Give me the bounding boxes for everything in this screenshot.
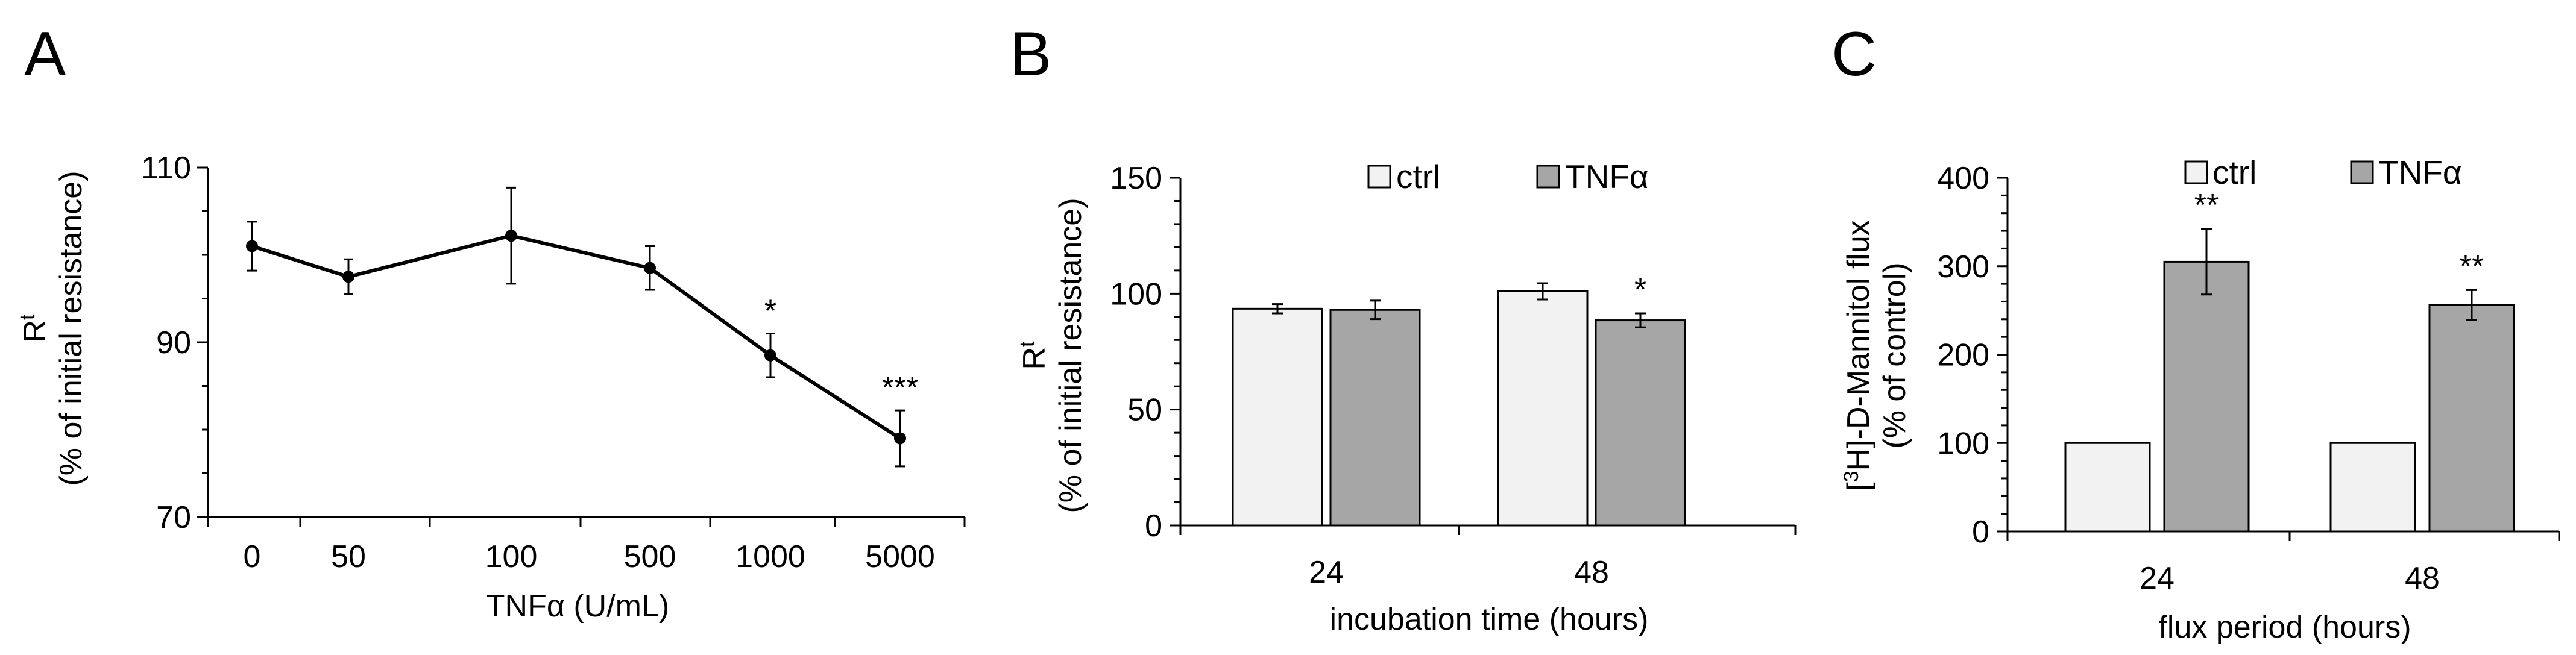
panel-a-x-tick-label: 0: [244, 539, 261, 574]
panel-c-y-axis-title: [3H]-D-Mannitol flux (% of control): [1840, 220, 1912, 490]
panel-c-significance-marker: **: [2460, 249, 2484, 284]
panel-b-axes: 0 50 100 150 24 48: [1110, 161, 1797, 590]
panel-c-legend-tnf-swatch: [2350, 160, 2374, 184]
panel-c-y-axis-title-line1: [3H]-D-Mannitol flux: [1840, 220, 1876, 490]
panel-c-x-tick-label: 48: [2405, 561, 2440, 596]
panel-a-axes: 70 90 110 0 50 100 500 1000 5000: [141, 151, 966, 574]
panel-b-y-tick-label: 50: [1127, 393, 1162, 428]
panel-c-y-tick-label: 100: [1937, 426, 1989, 461]
panel-a-y-axis-title-line2: (% of initial resistance): [54, 171, 89, 486]
panel-a-x-tick-label: 500: [624, 539, 676, 574]
panel-a-data-point: [764, 349, 776, 362]
panel-b-bar-ctrl: [1232, 307, 1323, 527]
panel-a-data-point: [644, 262, 656, 274]
panel-c-legend-ctrl-label: ctrl: [2212, 154, 2256, 191]
panel-c-y-tick-label: 400: [1937, 161, 1989, 196]
panel-c-bar-tnf: [2428, 304, 2515, 533]
panel-b-bar-tnf: [1595, 319, 1686, 527]
panel-c-x-tick-label: 24: [2140, 561, 2174, 596]
panel-b-legend-ctrl-swatch: [1367, 165, 1391, 189]
panel-a-x-tick-label: 50: [331, 539, 366, 574]
panel-a-significance-marker: ***: [882, 371, 919, 406]
panel-b-marks: *: [1232, 272, 1686, 527]
panel-letter-b: B: [1010, 19, 1051, 89]
panel-b-bar-tnf: [1329, 309, 1421, 527]
panel-a-y-tick-label: 70: [156, 500, 191, 535]
panel-c-x-axis-title: flux period (hours): [2158, 610, 2411, 645]
panel-a-y-axis-title: Rt (% of initial resistance): [16, 171, 89, 486]
panel-b-y-axis-title: Rt (% of initial resistance): [1016, 198, 1088, 513]
panel-b-legend-ctrl-label: ctrl: [1396, 158, 1440, 195]
panel-a-line-chart: A Rt (% of initial resistance) TNFα (U/m…: [16, 19, 966, 624]
panel-b-x-tick-label: 24: [1309, 555, 1344, 590]
panel-a-data-point: [894, 432, 906, 445]
panel-a-x-axis-title: TNFα (U/mL): [486, 589, 669, 624]
panel-b-y-axis-title-line1: Rt: [1016, 341, 1052, 370]
panel-c-y-tick-label: 200: [1937, 338, 1989, 373]
panel-letter-c: C: [1831, 19, 1877, 89]
panel-b-legend-tnf-label: TNFα: [1565, 158, 1649, 195]
panel-b-y-axis-title-line2: (% of initial resistance): [1053, 198, 1088, 513]
panel-c-bar-ctrl: [2329, 442, 2416, 533]
panel-a-y-tick-label: 90: [156, 325, 191, 360]
panel-a-data-point: [342, 271, 354, 283]
panel-c-bar-ctrl: [2064, 442, 2151, 533]
panel-b-y-tick-label: 0: [1145, 509, 1162, 544]
panel-c-bar-chart: C [3H]-D-Mannitol flux (% of control) fl…: [1831, 19, 2560, 645]
panel-a-x-tick-label: 1000: [735, 539, 805, 574]
panel-c-y-axis-title-line2: (% of control): [1877, 262, 1912, 448]
panel-c-marks: ** **: [2064, 188, 2515, 533]
panel-c-bar-tnf: [2163, 260, 2250, 533]
panel-b-y-tick-label: 100: [1110, 277, 1162, 312]
panel-a-marks: ****: [246, 186, 919, 468]
panel-a-series-line: [251, 234, 901, 440]
panel-a-data-point: [505, 230, 517, 242]
panel-c-legend: ctrl TNFα: [2184, 154, 2462, 191]
panel-b-significance-marker: *: [1634, 272, 1646, 307]
panel-a-data-point: [246, 240, 258, 252]
panel-a-y-tick-label: 110: [141, 151, 191, 186]
panel-b-bar-chart: B Rt (% of initial resistance) incubatio…: [1010, 19, 1797, 637]
panel-b-x-tick-label: 48: [1574, 555, 1609, 590]
panel-b-legend: ctrl TNFα: [1367, 158, 1649, 195]
panel-letter-a: A: [24, 19, 66, 89]
panel-a-x-tick-label: 5000: [865, 539, 935, 574]
panel-a-significance-marker: *: [764, 294, 776, 329]
panel-c-significance-marker: **: [2194, 188, 2219, 223]
panel-b-y-tick-label: 150: [1110, 161, 1162, 196]
panel-a-y-axis-title-line1: Rt: [16, 314, 52, 343]
panel-a-x-tick-label: 100: [485, 539, 538, 574]
panel-b-x-axis-title: incubation time (hours): [1330, 602, 1649, 637]
panel-c-y-tick-label: 300: [1937, 249, 1989, 284]
panel-c-legend-tnf-label: TNFα: [2378, 154, 2462, 191]
panel-c-y-tick-label: 0: [1972, 515, 1989, 550]
panel-c-legend-ctrl-swatch: [2184, 160, 2208, 184]
panel-b-legend-tnf-swatch: [1536, 165, 1560, 189]
panel-b-bar-ctrl: [1497, 290, 1589, 527]
